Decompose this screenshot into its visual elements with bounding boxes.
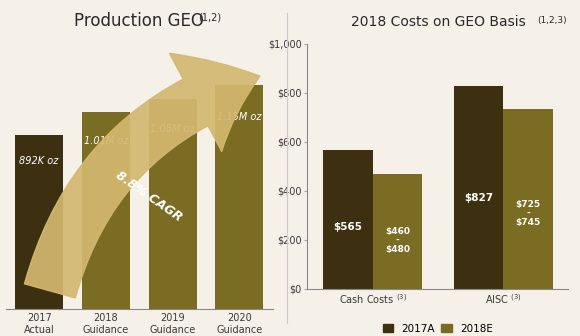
Bar	[373, 174, 422, 289]
Text: $827: $827	[464, 193, 493, 203]
Text: 892K oz: 892K oz	[20, 156, 59, 166]
Text: $460
-
$480: $460 - $480	[385, 227, 410, 254]
Text: 1.08M oz: 1.08M oz	[150, 124, 195, 134]
Text: $565: $565	[334, 222, 362, 232]
Text: $725
-
$745: $725 - $745	[515, 200, 541, 227]
Text: (1,2): (1,2)	[198, 13, 221, 23]
Legend: 2017A, 2018E: 2017A, 2018E	[379, 320, 497, 336]
Bar	[215, 85, 263, 309]
Bar	[15, 135, 63, 309]
Bar	[454, 86, 503, 289]
Bar	[148, 99, 197, 309]
FancyArrowPatch shape	[24, 53, 260, 298]
Text: 8.8% CAGR: 8.8% CAGR	[114, 169, 185, 224]
Bar	[82, 112, 130, 309]
Text: Production GEO: Production GEO	[74, 11, 204, 30]
Text: 1.01M oz: 1.01M oz	[84, 136, 128, 146]
Bar	[323, 151, 373, 289]
Text: (1,2,3): (1,2,3)	[537, 16, 567, 25]
Bar	[503, 109, 553, 289]
Text: 2018 Costs on GEO Basis: 2018 Costs on GEO Basis	[350, 15, 525, 29]
Text: 1.15M oz: 1.15M oz	[217, 112, 262, 122]
